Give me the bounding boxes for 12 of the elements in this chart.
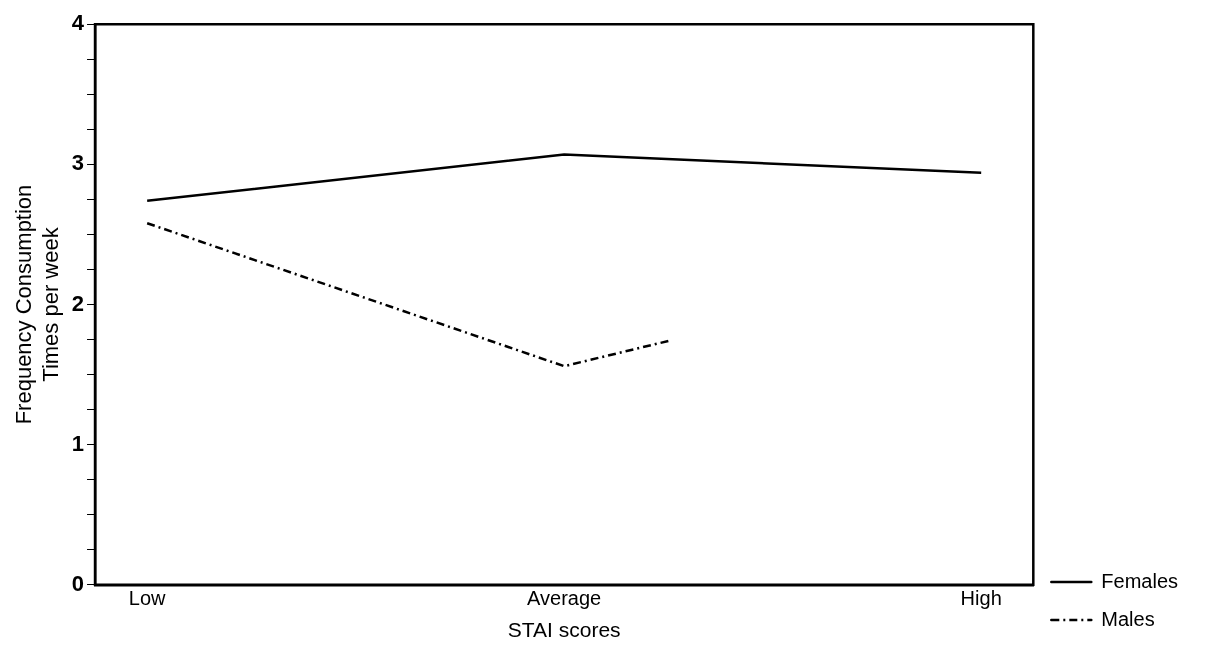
y-tick-label: 1 (71, 430, 85, 456)
x-axis-title: STAI scores (507, 618, 621, 642)
x-tick-label: High (960, 587, 1002, 610)
y-tick-label: 0 (71, 570, 85, 596)
y-axis-title: Frequency Consumption Times per week (11, 184, 63, 425)
legend-label: Females (1101, 569, 1179, 592)
legend-label: Males (1101, 607, 1155, 630)
x-tick-label: Low (128, 587, 167, 610)
x-tick-label: Average (527, 587, 602, 610)
y-tick-label: 2 (71, 290, 85, 316)
y-tick-label: 3 (71, 150, 85, 176)
y-tick-label: 4 (71, 10, 85, 36)
